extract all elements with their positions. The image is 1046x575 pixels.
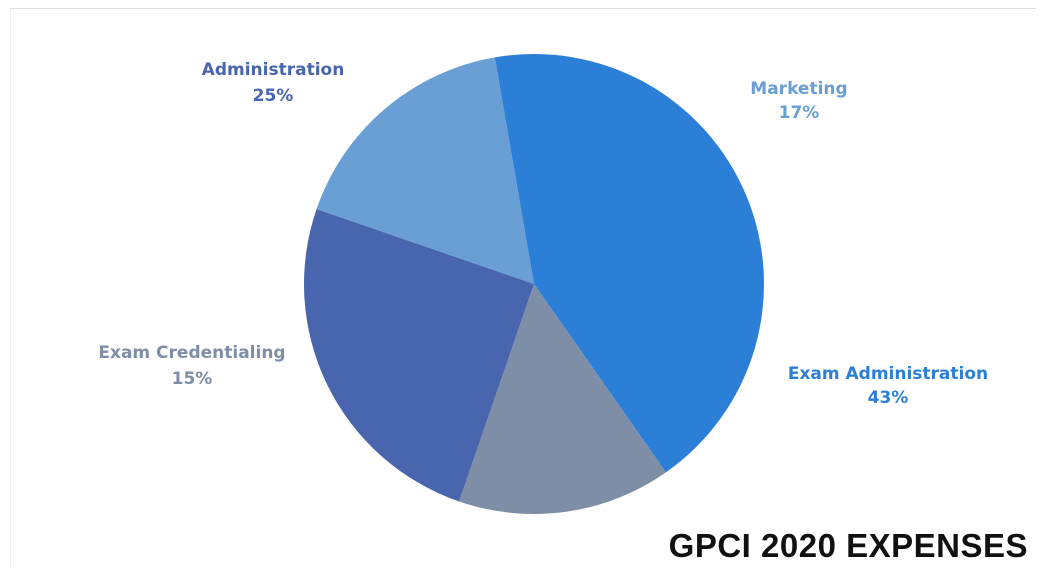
pie-slice-exam-credentialing [459,284,666,514]
chart-frame [10,8,1036,568]
pie-slice-exam-administration [494,54,764,473]
pie-slice-administration [303,209,534,502]
slice-label-marketing: Marketing [750,79,847,99]
slice-value-marketing: 17% [779,103,820,123]
pie-slice-marketing [316,57,534,284]
pie-labels: Marketing 17% Exam Administration 43% Exam C… [98,60,988,408]
slice-value-exam-credentialing: 15% [172,369,213,389]
slice-value-exam-administration: 43% [868,388,909,408]
chart-title: GPCI 2020 EXPENSES [668,527,1028,564]
slice-label-exam-administration: Exam Administration [788,364,988,384]
slice-label-administration: Administration [202,60,345,80]
slice-label-exam-credentialing: Exam Credentialing [98,343,285,363]
slice-value-administration: 25% [253,86,294,106]
pie-slices [303,54,764,514]
